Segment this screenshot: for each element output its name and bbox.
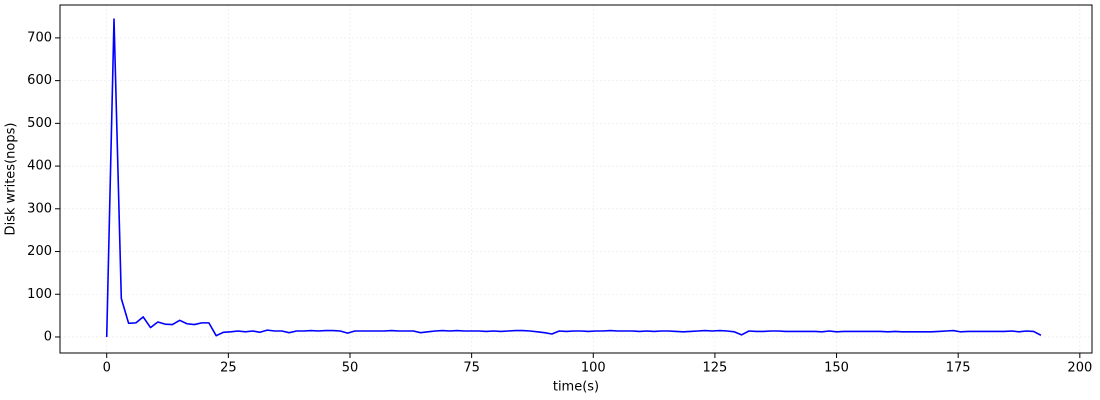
data-line xyxy=(105,18,1042,337)
y-tick-label: 100 xyxy=(27,287,52,302)
y-axis-label: Disk writes(nops) xyxy=(4,123,19,236)
x-tick-label: 25 xyxy=(220,361,237,376)
y-tick-label: 500 xyxy=(27,116,52,131)
x-tick-label: 175 xyxy=(946,361,971,376)
y-tick-label: 600 xyxy=(27,73,52,88)
x-tick-label: 150 xyxy=(824,361,849,376)
y-tick-label: 400 xyxy=(27,159,52,174)
x-tick-label: 0 xyxy=(103,361,111,376)
y-tick-label: 300 xyxy=(27,201,52,216)
plot-frame xyxy=(59,4,1093,354)
x-axis-label: time(s) xyxy=(553,380,599,395)
x-tick-label: 100 xyxy=(581,361,606,376)
plot-area xyxy=(60,5,1092,353)
x-tick-label: 75 xyxy=(463,361,480,376)
y-tick-label: 0 xyxy=(44,329,52,344)
y-tick-label: 700 xyxy=(27,30,52,45)
x-tick-label: 50 xyxy=(342,361,359,376)
x-tick-label: 125 xyxy=(702,361,727,376)
y-tick-label: 200 xyxy=(27,244,52,259)
x-tick-label: 200 xyxy=(1067,361,1092,376)
